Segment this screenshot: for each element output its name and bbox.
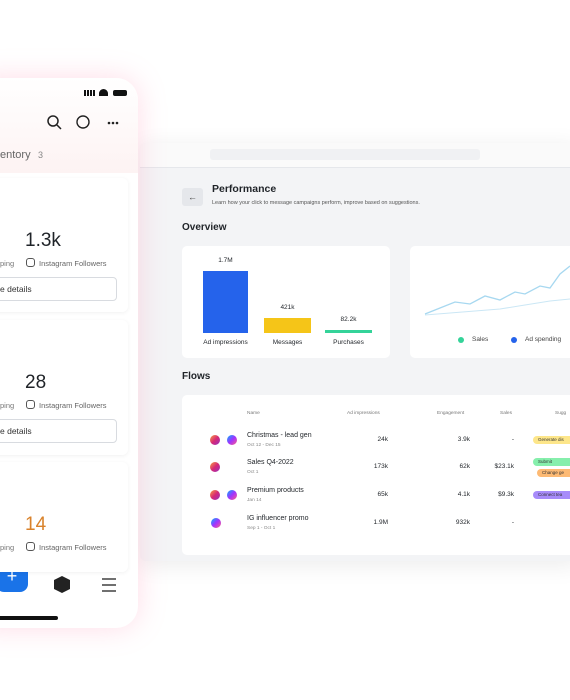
flow-name: Premium products <box>247 487 304 494</box>
cube-icon[interactable] <box>54 576 70 593</box>
flow-date: Jan 14 <box>247 498 262 503</box>
flow-name: IG influencer promo <box>247 515 309 522</box>
nav-icons <box>54 576 116 593</box>
instagram-icon <box>26 542 35 551</box>
instagram-icon <box>210 435 220 445</box>
wifi-icon <box>99 89 108 96</box>
sales-cell: $23.1k <box>494 463 514 470</box>
sales-cell: - <box>511 519 514 526</box>
metric-label: Instagram Followers <box>39 401 107 410</box>
engagement-cell: 3.9k <box>457 436 470 443</box>
details-button-label: e details <box>0 284 32 294</box>
flow-date: Oct 1 <box>247 470 259 475</box>
chat-icon[interactable] <box>76 115 90 129</box>
section-heading: Overview <box>182 222 227 233</box>
details-button[interactable] <box>0 277 117 301</box>
column-header: Sugg <box>555 411 567 416</box>
column-header: Sales <box>500 411 512 416</box>
status-icons <box>84 89 130 97</box>
instagram-icon <box>26 258 35 267</box>
legend-label: Ad spending <box>525 336 562 343</box>
header-icons <box>47 115 119 130</box>
suggestion-chip[interactable]: Change ge <box>537 469 570 477</box>
bar-category-label: Purchases <box>333 339 364 346</box>
signal-icon <box>84 90 95 96</box>
section-heading: Flows <box>182 371 211 382</box>
metric-label: Instagram Followers <box>39 543 107 552</box>
metric-value: 28 <box>25 372 47 393</box>
impressions-cell: 65k <box>377 491 388 498</box>
flow-date: Sep 1 - Oct 1 <box>247 526 276 531</box>
trend-line <box>424 298 570 316</box>
sales-cell: $9.3k <box>498 491 514 498</box>
impressions-cell: 173k <box>373 463 388 470</box>
impressions-cell: 24k <box>377 436 388 443</box>
instagram-icon <box>210 490 220 500</box>
messenger-icon <box>211 518 221 528</box>
engagement-cell: 4.1k <box>457 491 470 498</box>
bar <box>264 317 311 333</box>
messenger-icon <box>227 435 237 445</box>
engagement-cell: 62k <box>459 463 470 470</box>
card <box>0 462 128 572</box>
tab-label[interactable]: entory <box>0 149 31 161</box>
metric-label: ping <box>0 259 15 268</box>
line-chart <box>424 265 570 316</box>
suggestion-chip[interactable]: Submit <box>533 458 570 466</box>
page-subtitle: Learn how your click to message campaign… <box>212 200 420 206</box>
bar <box>203 271 248 333</box>
engagement-cell: 932k <box>455 519 470 526</box>
bar <box>325 330 372 333</box>
legend-dot <box>458 337 464 343</box>
battery-icon <box>113 90 127 96</box>
flow-name: Sales Q4-2022 <box>247 459 294 466</box>
metric-value: 1.3k <box>25 230 61 251</box>
sales-cell: - <box>511 436 514 443</box>
instagram-icon <box>26 400 35 409</box>
bar-category-label: Messages <box>272 339 303 346</box>
details-button-label: e details <box>0 426 32 436</box>
more-icon <box>111 121 115 125</box>
bar-value-label: 82.2k <box>340 316 357 323</box>
tab-count: 3 <box>38 150 44 160</box>
column-header: Name <box>247 411 260 416</box>
suggestion-chip[interactable]: Generate dis <box>533 436 570 444</box>
search-icon <box>56 124 62 130</box>
metric-label: ping <box>0 543 15 552</box>
legend-dot <box>511 337 517 343</box>
table-card <box>182 395 570 555</box>
messenger-icon <box>227 490 237 500</box>
bar-value-label: 1.7M <box>218 257 233 264</box>
flow-date: Oct 12 - Dec 15 <box>247 443 281 448</box>
suggestion-chip[interactable]: Connect tea <box>533 491 570 499</box>
more-icon[interactable] <box>107 121 111 125</box>
bar-value-label: 421k <box>280 303 295 311</box>
metric-value: 14 <box>25 514 47 535</box>
back-button[interactable]: ← <box>182 188 203 206</box>
column-header: Engagement <box>437 411 465 416</box>
page-title: Performance <box>212 183 277 195</box>
trend-line <box>424 265 570 315</box>
details-button[interactable] <box>0 419 117 443</box>
legend-label: Sales <box>472 336 489 343</box>
impressions-cell: 1.9M <box>373 519 388 526</box>
home-indicator <box>0 616 58 620</box>
flow-name: Christmas - lead gen <box>247 432 312 439</box>
instagram-icon <box>210 462 220 472</box>
address-bar <box>210 149 480 160</box>
metric-label: ping <box>0 401 15 410</box>
more-icon <box>115 121 119 125</box>
column-header: Ad impressions <box>347 411 380 416</box>
search-icon[interactable] <box>47 115 59 127</box>
metric-label: Instagram Followers <box>39 259 107 268</box>
bar-category-label: Ad impressions <box>203 339 248 346</box>
